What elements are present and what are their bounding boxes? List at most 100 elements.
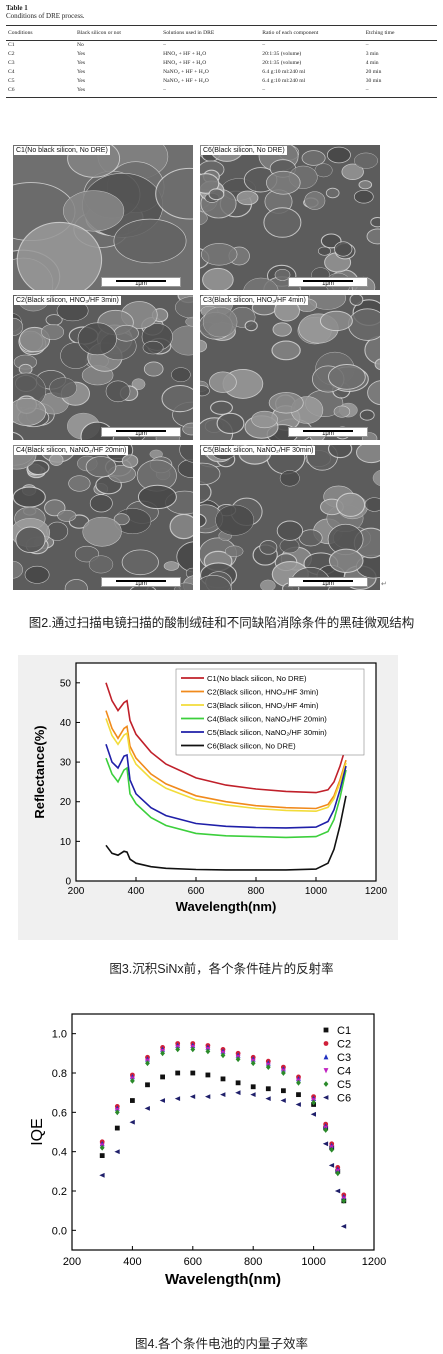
sem-micrograph [13, 445, 193, 590]
table-cell: – [363, 86, 437, 98]
header-solutions: Solutions used in DRE [161, 25, 261, 41]
scale-bar-text: 1μm [322, 581, 334, 587]
series-line [105, 744, 347, 829]
y-tick-label: 1.0 [52, 1029, 67, 1041]
table-cell: C4 [8, 69, 15, 75]
data-point [189, 1094, 196, 1099]
x-tick-label: 800 [248, 886, 265, 897]
x-tick-label: 800 [244, 1256, 262, 1268]
sem-panel: C5(Black silicon, NaNO₂/HF 30min) 1μm [200, 445, 380, 590]
table-caption: Conditions of DRE process. [6, 12, 85, 20]
series-line [105, 795, 347, 871]
data-point [205, 1094, 211, 1099]
table-cell: NaNO₂ + HF + H₂O [163, 69, 209, 75]
data-point [323, 1027, 329, 1033]
data-point [174, 1096, 181, 1101]
table-cell: C3 [8, 60, 15, 66]
y-tick-label: 0 [65, 877, 71, 888]
data-point [99, 1153, 105, 1158]
table-cell: – [163, 42, 166, 48]
data-point [99, 1172, 105, 1178]
reflectance-chart: 200 400 600 800 1000 1200 0 10 20 30 40 50 Wavelengt… [18, 655, 398, 940]
series-line [105, 718, 347, 813]
table-row: C4 Yes NaNO₂ + HF + H₂O 6.4 g:10 ml:240 ml 2… [6, 68, 437, 77]
legend-entry: C6 [337, 1093, 351, 1105]
scale-bar: 1μm [288, 427, 368, 437]
data-point [145, 1082, 150, 1088]
scale-bar: 1μm [288, 277, 368, 287]
table-cell: 3 min [365, 51, 379, 57]
header-conditions: Conditions [6, 25, 75, 41]
data-point [322, 1141, 329, 1147]
x-tick-label: 200 [68, 886, 85, 897]
sem-panel-label: C3(Black silicon, HNO₃/HF 4min) [201, 296, 308, 305]
table-row: C2 Yes HNO₃ + HF + H₂O 20:1:35 (volume) 3 mi… [6, 50, 437, 59]
sem-micrograph [200, 295, 380, 440]
sem-panel-label: C6(Black silicon, No DRE) [201, 146, 287, 155]
table-cell: NaNO₂ + HF + H₂O [163, 78, 209, 84]
legend-entry: C5(Black silicon, NaNO₂/HF 30min) [207, 728, 327, 737]
y-tick-label: 40 [60, 718, 72, 729]
sem-panel: C3(Black silicon, HNO₃/HF 4min) 1μm [200, 295, 380, 440]
scale-bar: 1μm [101, 277, 181, 287]
table-cell: – [161, 86, 261, 98]
data-point [323, 1081, 329, 1087]
sem-micrograph [200, 445, 380, 590]
sem-panel: C1(No black silicon, No DRE) 1μm [13, 145, 193, 290]
table-row: C6 Yes – – – [6, 86, 437, 98]
table-cell: C2 [8, 51, 15, 57]
y-axis-label: Reflectance(%) [32, 725, 47, 818]
y-tick-label: 0.0 [52, 1225, 67, 1237]
data-point [296, 1092, 301, 1098]
table-cell: C1 [8, 42, 15, 48]
legend-entry: C2 [337, 1039, 351, 1051]
figure-4-caption: 图4.各个条件电池的内量子效率 [135, 1337, 308, 1351]
data-point [340, 1224, 347, 1229]
scale-bar: 1μm [101, 427, 181, 437]
x-tick-label: 1200 [362, 1256, 386, 1268]
table-label: Table 1 [6, 4, 28, 12]
x-tick-label: 1000 [305, 886, 328, 897]
legend-entry: C5 [337, 1079, 351, 1091]
iqe-chart: 200 400 600 800 1000 1200 0.0 0.2 0.4 0.6 0.8 1.0 Wa… [26, 1008, 396, 1298]
sem-panel-label: C2(Black silicon, HNO₃/HF 3min) [14, 296, 121, 305]
conditions-table: Conditions Black silicon or not Solution… [6, 25, 437, 98]
table-cell: Yes [74, 86, 162, 98]
table-cell: 4 min [365, 60, 379, 66]
scale-bar-text: 1μm [135, 431, 147, 437]
data-point [323, 1068, 329, 1074]
header-black-silicon: Black silicon or not [74, 25, 162, 41]
x-tick-label: 600 [188, 886, 205, 897]
data-point [295, 1102, 301, 1107]
x-tick-label: 400 [123, 1256, 141, 1268]
x-tick-label: 1200 [365, 886, 388, 897]
sem-micrograph [200, 145, 380, 290]
data-point [220, 1092, 226, 1097]
legend-entry: C1 [337, 1025, 351, 1037]
header-etching-time: Etching time [363, 25, 437, 41]
sem-panel-label: C4(Black silicon, NaNO₂/HF 20min) [14, 446, 129, 455]
data-point [334, 1188, 341, 1194]
table-cell: 6.4 g:10 ml:240 ml [262, 69, 306, 75]
scale-bar-line [116, 430, 166, 432]
table-cell: – [260, 86, 364, 98]
data-point [281, 1070, 286, 1076]
sem-panel: C6(Black silicon, No DRE) 1μm [200, 145, 380, 290]
data-point [310, 1111, 316, 1117]
data-point [328, 1163, 335, 1168]
data-point [265, 1096, 271, 1101]
x-tick-label: 1000 [301, 1256, 325, 1268]
sem-micrograph [13, 295, 193, 440]
scale-bar-text: 1μm [135, 581, 147, 587]
data-point [190, 1070, 196, 1076]
data-point [250, 1084, 256, 1090]
table-cell: 20:1:35 (volume) [262, 51, 302, 57]
data-point [323, 1041, 329, 1046]
data-point [144, 1106, 150, 1111]
table-header-row: Conditions Black silicon or not Solution… [6, 25, 437, 41]
table-cell: HNO₃ + HF + H₂O [163, 51, 207, 57]
table-cell: Yes [76, 60, 86, 66]
x-tick-label: 200 [63, 1256, 81, 1268]
y-tick-label: 0.2 [52, 1186, 67, 1198]
